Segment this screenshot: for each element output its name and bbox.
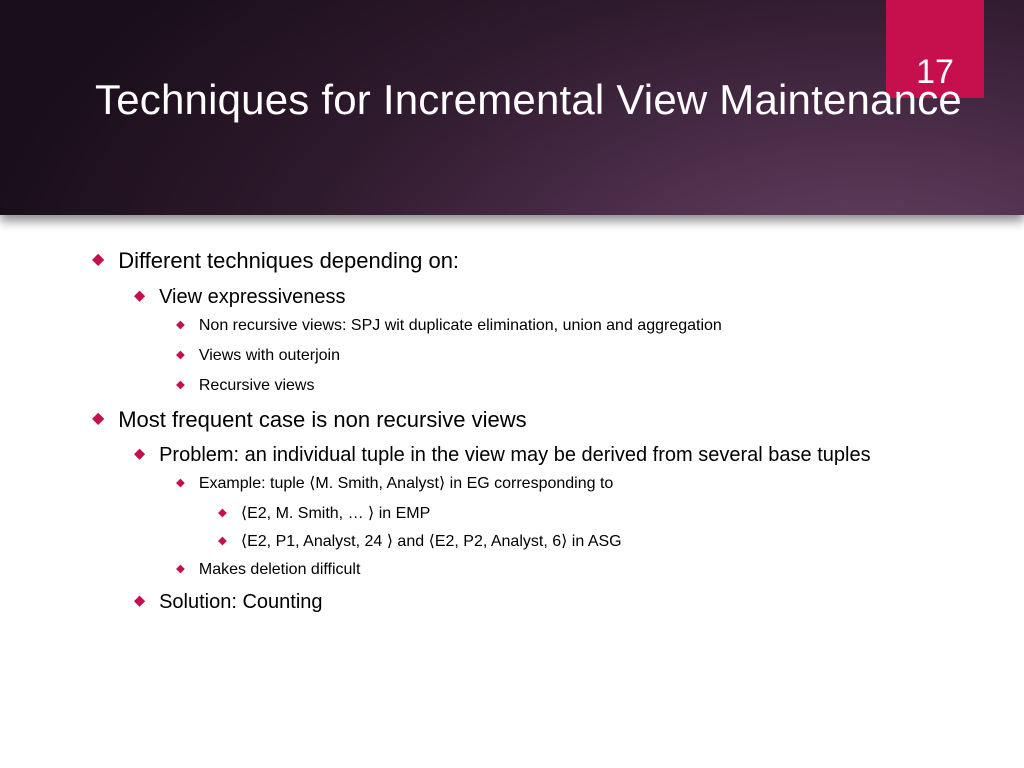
diamond-icon: ◆ [218,504,227,522]
diamond-icon: ◆ [92,406,104,431]
bullet-text: Non recursive views: SPJ wit duplicate e… [199,316,722,336]
bullet-text: ⟨E2, P1, Analyst, 24 ⟩ and ⟨E2, P2, Anal… [241,532,622,552]
diamond-icon: ◆ [134,285,145,308]
bullet-text: Solution: Counting [159,590,322,615]
list-item: ◆ ⟨E2, M. Smith, … ⟩ in EMP [218,504,974,524]
bullet-text: Recursive views [199,376,315,396]
list-item: ◆ Non recursive views: SPJ wit duplicate… [176,316,974,336]
list-item: ◆ Recursive views [176,376,974,396]
bullet-text: Views with outerjoin [199,346,340,366]
slide-title: Techniques for Incremental View Maintena… [95,75,962,125]
diamond-icon: ◆ [176,316,185,334]
diamond-icon: ◆ [134,590,145,613]
diamond-icon: ◆ [176,346,185,364]
diamond-icon: ◆ [134,443,145,466]
list-item: ◆ Solution: Counting [134,590,974,615]
list-item: ◆ ⟨E2, P1, Analyst, 24 ⟩ and ⟨E2, P2, An… [218,532,974,552]
list-item: ◆ Most frequent case is non recursive vi… [92,406,974,434]
bullet-text: View expressiveness [159,285,345,310]
diamond-icon: ◆ [176,560,185,578]
bullet-text: Different techniques depending on: [118,247,459,275]
bullet-text: Makes deletion difficult [199,560,361,580]
diamond-icon: ◆ [176,376,185,394]
diamond-icon: ◆ [218,532,227,550]
list-item: ◆ Example: tuple ⟨M. Smith, Analyst⟩ in … [176,474,974,494]
slide-header: 17 Techniques for Incremental View Maint… [0,0,1024,215]
bullet-text: Example: tuple ⟨M. Smith, Analyst⟩ in EG… [199,474,613,494]
diamond-icon: ◆ [176,474,185,492]
list-item: ◆ Makes deletion difficult [176,560,974,580]
bullet-text: Problem: an individual tuple in the view… [159,443,870,468]
list-item: ◆ Different techniques depending on: [92,247,974,275]
list-item: ◆ View expressiveness [134,285,974,310]
list-item: ◆ Problem: an individual tuple in the vi… [134,443,974,468]
slide-content: ◆ Different techniques depending on: ◆ V… [0,215,1024,615]
bullet-text: ⟨E2, M. Smith, … ⟩ in EMP [241,504,430,524]
list-item: ◆ Views with outerjoin [176,346,974,366]
bullet-text: Most frequent case is non recursive view… [118,406,526,434]
diamond-icon: ◆ [92,247,104,272]
